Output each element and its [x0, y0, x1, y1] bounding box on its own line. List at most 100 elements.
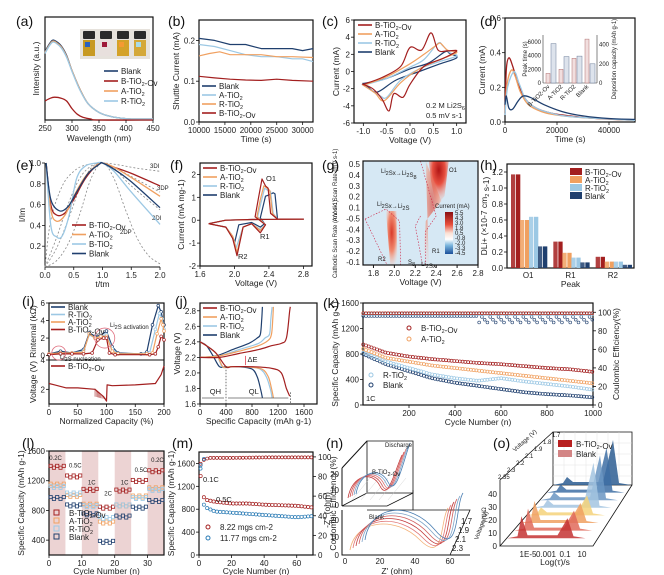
x-tick-label: 2.0	[229, 270, 241, 279]
ce-point	[244, 455, 249, 460]
y-tick-label: 80	[598, 327, 607, 336]
legend-marker	[53, 533, 60, 540]
capacity-point	[111, 504, 116, 509]
capacity-point	[283, 514, 288, 519]
ce-point	[205, 456, 209, 461]
x-tick-label: 200	[157, 408, 171, 417]
annotation-blank: Blank	[369, 515, 385, 521]
y-tick-label: 30	[488, 503, 497, 512]
ce-point	[527, 320, 531, 325]
y-tick-label: 0.4	[349, 171, 361, 180]
y-tick-label: -0.1	[346, 258, 360, 267]
y-tick-label: 2	[346, 50, 351, 59]
y-tick-label: 1.8	[185, 384, 197, 393]
legend-label: A-TiO2	[220, 313, 244, 324]
ce-point	[502, 320, 506, 325]
series-line-R-TiO2	[198, 51, 314, 59]
plot-frame	[199, 162, 313, 267]
capacity-point	[247, 501, 252, 506]
legend-label: B-TiO2-Ov	[585, 168, 622, 179]
y-tick-label: 2.0	[185, 369, 197, 378]
ce-point	[254, 455, 258, 460]
x-tick-label: 40000	[598, 126, 621, 135]
y-tick-label: 0	[192, 216, 197, 225]
capacity-point	[224, 510, 229, 515]
region-boundary	[420, 160, 437, 265]
ce-point	[590, 311, 595, 315]
x-tick-label: 50	[73, 408, 82, 417]
ce-point	[250, 455, 255, 460]
legend-label: R-TiO2	[219, 100, 243, 111]
y-axis-label: -Z'' (ohm)	[322, 492, 332, 528]
charge-curve-A-TiO2	[199, 306, 274, 358]
annotation-s8-reaction: S8→Li2Sx	[408, 260, 436, 270]
x-tick-label: 10	[77, 559, 86, 568]
data-point	[162, 329, 166, 333]
capacity-point	[590, 395, 595, 400]
ce-point	[273, 455, 278, 460]
annotation-o1: O1	[266, 174, 276, 183]
data-point	[153, 352, 158, 356]
capacity-point	[227, 510, 232, 515]
x-tick-label: O1	[523, 271, 534, 280]
y-tick-label: 0.2	[349, 193, 361, 202]
bar-R-TiO2-R2	[613, 261, 618, 268]
upper-back-panel	[366, 440, 414, 494]
rate-label: 0.2C	[151, 458, 164, 464]
y-tick-label: 2.4	[185, 338, 197, 347]
ce-point	[571, 315, 575, 319]
data-point	[87, 331, 91, 336]
capacity-point	[260, 502, 265, 507]
y-axis-label-cathodic: Cathodic Scan Rate (mV s-1)	[333, 200, 339, 278]
annotation-r1: R1	[260, 232, 270, 241]
y-tick-label: -0.3	[346, 236, 360, 245]
ce-point	[267, 455, 271, 460]
ce-point	[280, 455, 284, 460]
capacity-point	[104, 519, 109, 524]
capacity-point	[160, 486, 165, 491]
legend-swatch	[558, 440, 572, 447]
z-tick-label: 2.2	[516, 461, 525, 467]
y-axis-label: Current (mA)	[477, 45, 487, 94]
grid-line	[351, 477, 371, 501]
ce-point	[587, 315, 592, 319]
legend-label: Blank	[220, 331, 241, 340]
panel-label: (e)	[16, 157, 33, 173]
capacity-point	[218, 509, 223, 514]
x-tick-label: 0.1	[559, 550, 571, 559]
data-point	[58, 352, 63, 356]
x-axis-label: Cycle Number (n)	[445, 417, 512, 427]
legend-label: R-TiO2	[220, 322, 244, 333]
legend-label: A-TiO2	[220, 173, 244, 184]
chart-m: 0 20 40 60040080012001600020406080100Specif…	[166, 451, 338, 575]
drt-trace	[553, 440, 631, 485]
ce-point	[202, 457, 206, 461]
data-point	[107, 351, 112, 355]
y-tick-label: 100	[318, 453, 332, 462]
capacity-point	[101, 506, 106, 511]
legend-swatch	[558, 450, 572, 457]
annotation-anodic-reaction: Li2Sx→Li2S8	[381, 169, 417, 181]
legend-swatch	[570, 192, 582, 199]
z-tick-label: 2.1	[455, 535, 467, 544]
x-tick-label: 20	[376, 557, 385, 566]
y-tick-label: 0.0	[184, 118, 196, 127]
ce-point	[224, 456, 229, 460]
annotation-concentration: 0.2 M Li2S6	[426, 101, 465, 112]
capacity-point	[143, 495, 148, 500]
x-axis-label: Cycle Number (n)	[73, 566, 140, 575]
colorbar-tick-label: -0.8	[455, 236, 466, 242]
y-tick-label: 100	[598, 308, 612, 317]
ce-point	[549, 317, 553, 322]
capacity-point	[97, 519, 102, 524]
panel-label: (i)	[22, 293, 34, 309]
chart-f: 1.6 2.0 2.4 2.8 -2 -1 0 1 2 Current (mA mg-1) Volt…	[176, 162, 313, 288]
x-tick-label: 300	[65, 124, 79, 133]
legend-label: R-TiO2	[375, 39, 399, 50]
panel-label: (h)	[480, 157, 497, 173]
annotation-o1: O1	[449, 168, 458, 174]
x-axis-label: Normalized Capacity (%)	[60, 416, 154, 426]
x-tick-label: 15000	[214, 126, 237, 135]
ce-point	[568, 320, 572, 325]
